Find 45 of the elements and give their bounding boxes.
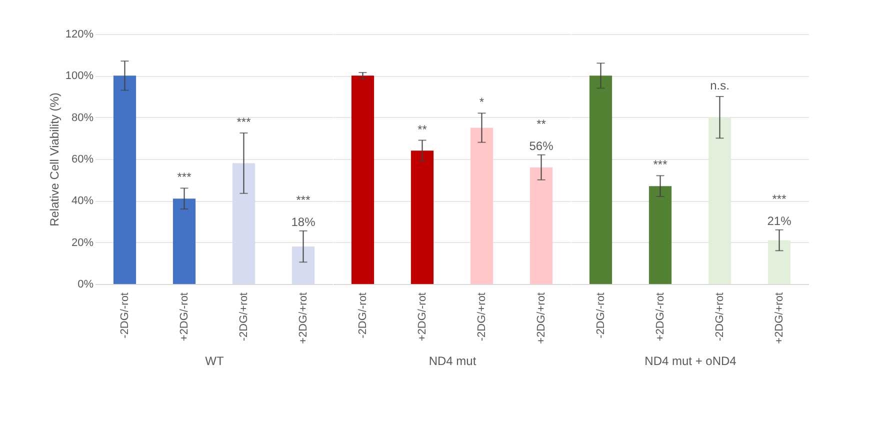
y-tick-label: 0%	[78, 278, 94, 290]
annotation: **	[418, 122, 428, 136]
bar	[648, 186, 672, 284]
annotation: *	[479, 95, 484, 110]
annotation: ***	[772, 192, 787, 206]
data-label: 56%	[529, 138, 554, 153]
x-axis-title: ND4 mut	[428, 354, 477, 368]
annotation: ***	[653, 158, 668, 172]
y-tick-label: 80%	[71, 112, 94, 124]
x-tick-label: +2DG/-rot	[178, 292, 190, 342]
x-tick-label: -2DG/+rot	[714, 292, 726, 342]
data-label: 21%	[767, 214, 792, 228]
bar	[113, 76, 136, 284]
x-tick-label: +2DG/+rot	[773, 292, 786, 344]
bar	[410, 150, 434, 284]
y-tick-label: 60%	[71, 154, 94, 166]
x-tick-label: +2DG/-rot	[654, 292, 666, 342]
y-axis-title: Relative Cell Viability (%)	[47, 92, 62, 226]
annotation: ***	[236, 114, 252, 129]
y-tick-label: 20%	[71, 236, 94, 249]
x-tick-label: -2DG/+rot	[476, 292, 488, 342]
x-tick-label: -2DG/-rot	[356, 292, 369, 338]
bar	[589, 76, 612, 284]
bar	[232, 163, 256, 284]
x-tick-label: -2DG/-rot	[118, 292, 131, 338]
x-tick-label: +2DG/+rot	[297, 292, 310, 344]
x-axis-title: WT	[205, 354, 224, 368]
data-label: 18%	[291, 214, 316, 229]
bar	[530, 167, 553, 284]
y-tick-label: 100%	[65, 70, 94, 82]
x-tick-label: -2DG/-rot	[594, 292, 607, 338]
x-tick-label: +2DG/+rot	[535, 292, 548, 344]
bar	[292, 246, 315, 284]
y-tick-label: 120%	[65, 28, 94, 40]
annotation: n.s.	[710, 78, 730, 92]
x-tick-label: -2DG/+rot	[238, 292, 250, 342]
x-axis-title: ND4 mut + oND4	[644, 354, 737, 368]
annotation: ***	[177, 170, 192, 184]
bar	[172, 198, 196, 284]
x-tick-label: +2DG/-rot	[416, 292, 428, 342]
bar	[351, 76, 374, 284]
annotation: ***	[296, 192, 311, 207]
bar	[470, 128, 494, 284]
annotation: **	[536, 116, 546, 131]
y-tick-label: 40%	[71, 195, 94, 208]
